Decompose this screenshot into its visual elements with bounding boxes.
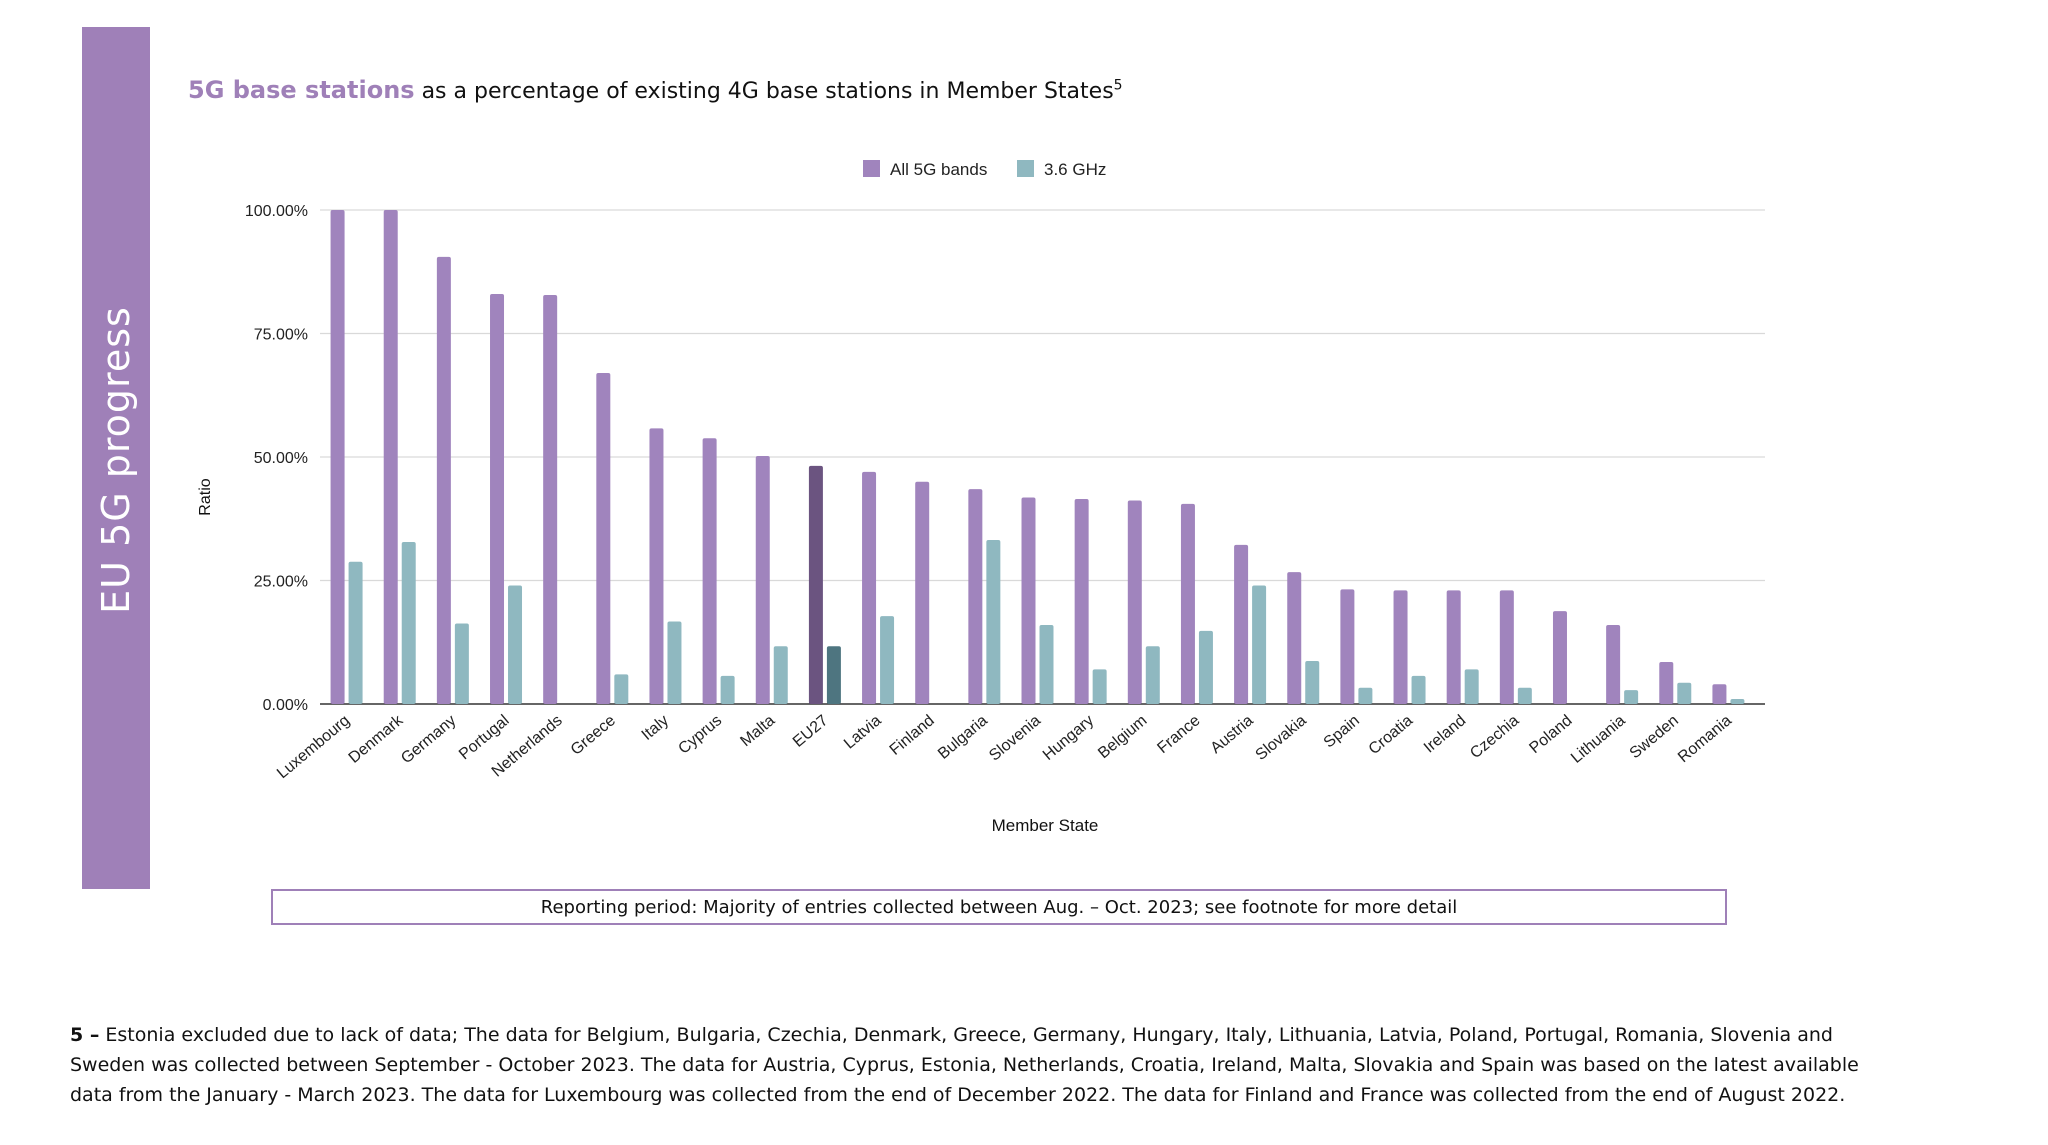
x-tick-label: Germany [398, 712, 459, 767]
chart-title-highlight: 5G base stations [188, 76, 415, 104]
bar-all-5g [1340, 589, 1355, 704]
x-tick-label: Croatia [1366, 712, 1417, 758]
x-tick-label: Latvia [841, 712, 885, 753]
x-tick-label: Slovenia [986, 712, 1044, 765]
x-tick-label: EU27 [790, 712, 832, 751]
bar-all-5g [968, 489, 983, 704]
bar-all-5g [543, 294, 558, 704]
bar-3-6-ghz [1411, 675, 1426, 704]
x-tick-label: Belgium [1095, 712, 1150, 762]
bar-all-5g [1552, 611, 1567, 704]
x-tick-label: Slovakia [1253, 712, 1310, 764]
bar-chart: 0.00% 25.00% 50.00% 75.00% 100.00% Luxembourg… [197, 160, 1765, 835]
y-tick-label: 0.00% [263, 697, 308, 714]
bar-3-6-ghz [1092, 669, 1107, 704]
y-tick-label: 75.00% [254, 327, 308, 344]
bar-3-6-ghz [508, 585, 523, 704]
bar-3-6-ghz [773, 646, 788, 704]
bar-3-6-ghz [1358, 687, 1373, 704]
bar-all-5g [649, 428, 664, 704]
x-tick-label: Cyprus [675, 712, 725, 758]
x-tick-label: Sweden [1627, 712, 1682, 762]
bar-3-6-ghz [720, 675, 735, 704]
bar-3-6-ghz [986, 539, 1001, 704]
x-tick-label: Hungary [1040, 712, 1097, 764]
y-tick-label: 100.00% [245, 203, 308, 220]
bar-all-5g [915, 481, 930, 704]
footnote-text: Estonia excluded due to lack of data; Th… [70, 1024, 1859, 1106]
x-tick-label: Austria [1208, 712, 1257, 757]
bar-all-5g [1234, 544, 1249, 704]
bar-3-6-ghz [348, 561, 363, 704]
reporting-period-box: Reporting period: Majority of entries co… [271, 889, 1727, 925]
bar-3-6-ghz [1730, 699, 1745, 704]
legend-swatch-all-5g [863, 160, 880, 177]
bar-3-6-ghz [880, 616, 895, 704]
x-axis-title: Member State [992, 816, 1099, 835]
bar-3-6-ghz [1624, 690, 1639, 704]
bar-all-5g [1074, 498, 1089, 704]
x-tick-label: Ireland [1421, 712, 1469, 756]
bar-all-5g [1393, 590, 1408, 704]
bar-all-5g [1180, 503, 1195, 704]
bar-all-5g [330, 210, 345, 704]
x-tick-label: France [1154, 712, 1203, 757]
bar-all-5g [755, 456, 770, 704]
bar-3-6-ghz [1517, 687, 1532, 704]
y-tick-label: 50.00% [254, 450, 308, 467]
bar-all-5g [490, 293, 505, 704]
x-tick-label: Luxembourg [274, 712, 353, 782]
bar-3-6-ghz [454, 623, 469, 704]
bar-3-6-ghz [667, 621, 682, 704]
x-tick-label: Romania [1675, 712, 1735, 766]
chart-title-rest: as a percentage of existing 4G base stat… [421, 79, 1114, 104]
footnote-marker: 5 – [70, 1024, 100, 1046]
legend-swatch-3-6-ghz [1017, 160, 1034, 177]
y-tick-label: 25.00% [254, 574, 308, 591]
x-tick-label: Malta [737, 712, 778, 750]
bar-all-5g [1499, 590, 1514, 704]
y-axis-title: Ratio [197, 478, 214, 515]
x-tick-label: Finland [887, 712, 938, 759]
bar-all-5g [1712, 684, 1727, 704]
x-tick-label: Spain [1321, 712, 1363, 751]
bar-3-6-ghz [1464, 669, 1479, 704]
x-tick-label: Czechia [1467, 712, 1522, 762]
bar-3-6-ghz [1305, 661, 1320, 704]
bar-all-5g [596, 373, 611, 704]
x-tick-label: Poland [1526, 712, 1575, 757]
x-tick-label: Denmark [346, 711, 407, 766]
bar-all-5g [862, 471, 877, 704]
bar-all-5g [1606, 624, 1621, 704]
chart-title-footnote-ref: 5 [1113, 77, 1123, 94]
x-tick-label: Greece [568, 712, 619, 759]
x-tick-label: Lithuania [1568, 712, 1629, 767]
bar-3-6-ghz [1039, 624, 1054, 704]
bar-all-5g [808, 465, 823, 704]
bar-all-5g [1127, 500, 1142, 704]
bar-3-6-ghz [1198, 630, 1213, 704]
bar-3-6-ghz [1252, 585, 1267, 704]
chart-title: 5G base stations as a percentage of exis… [188, 76, 1123, 104]
bar-3-6-ghz [826, 646, 841, 704]
bar-all-5g [1446, 590, 1461, 704]
bar-all-5g [383, 210, 398, 704]
x-tick-label: Bulgaria [935, 712, 991, 763]
bar-3-6-ghz [401, 541, 416, 704]
x-tick-label: Italy [639, 712, 672, 744]
bar-all-5g [1659, 662, 1674, 704]
bar-all-5g [1021, 497, 1036, 704]
reporting-period-text: Reporting period: Majority of entries co… [540, 896, 1458, 918]
footnote: 5 – Estonia excluded due to lack of data… [70, 1020, 1890, 1110]
bar-3-6-ghz [614, 674, 629, 704]
legend-label-all-5g: All 5G bands [890, 160, 987, 179]
bar-all-5g [702, 438, 717, 704]
bar-3-6-ghz [1145, 646, 1160, 704]
bar-all-5g [436, 256, 451, 704]
legend-label-3-6-ghz: 3.6 GHz [1044, 160, 1106, 179]
bar-all-5g [1287, 572, 1302, 704]
bar-3-6-ghz [1677, 682, 1692, 704]
side-band [82, 27, 150, 889]
